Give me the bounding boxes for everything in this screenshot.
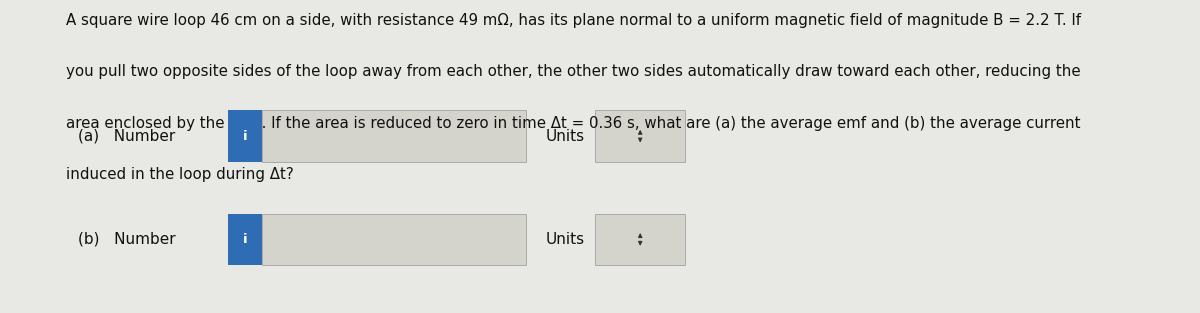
FancyBboxPatch shape [262,110,526,162]
Text: you pull two opposite sides of the loop away from each other, the other two side: you pull two opposite sides of the loop … [66,64,1081,79]
FancyBboxPatch shape [262,213,526,265]
Text: (a)   Number: (a) Number [78,129,175,144]
Text: i: i [242,233,247,246]
Text: Units: Units [546,232,586,247]
FancyBboxPatch shape [595,213,685,265]
Text: Units: Units [546,129,586,144]
Text: induced in the loop during Δt?: induced in the loop during Δt? [66,167,294,182]
FancyBboxPatch shape [228,213,262,265]
Text: A square wire loop 46 cm on a side, with resistance 49 mΩ, has its plane normal : A square wire loop 46 cm on a side, with… [66,13,1081,28]
Text: (b)   Number: (b) Number [78,232,175,247]
FancyBboxPatch shape [228,110,262,162]
FancyBboxPatch shape [595,110,685,162]
Text: area enclosed by the loop. If the area is reduced to zero in time Δt = 0.36 s, w: area enclosed by the loop. If the area i… [66,116,1080,131]
Text: i: i [242,130,247,143]
